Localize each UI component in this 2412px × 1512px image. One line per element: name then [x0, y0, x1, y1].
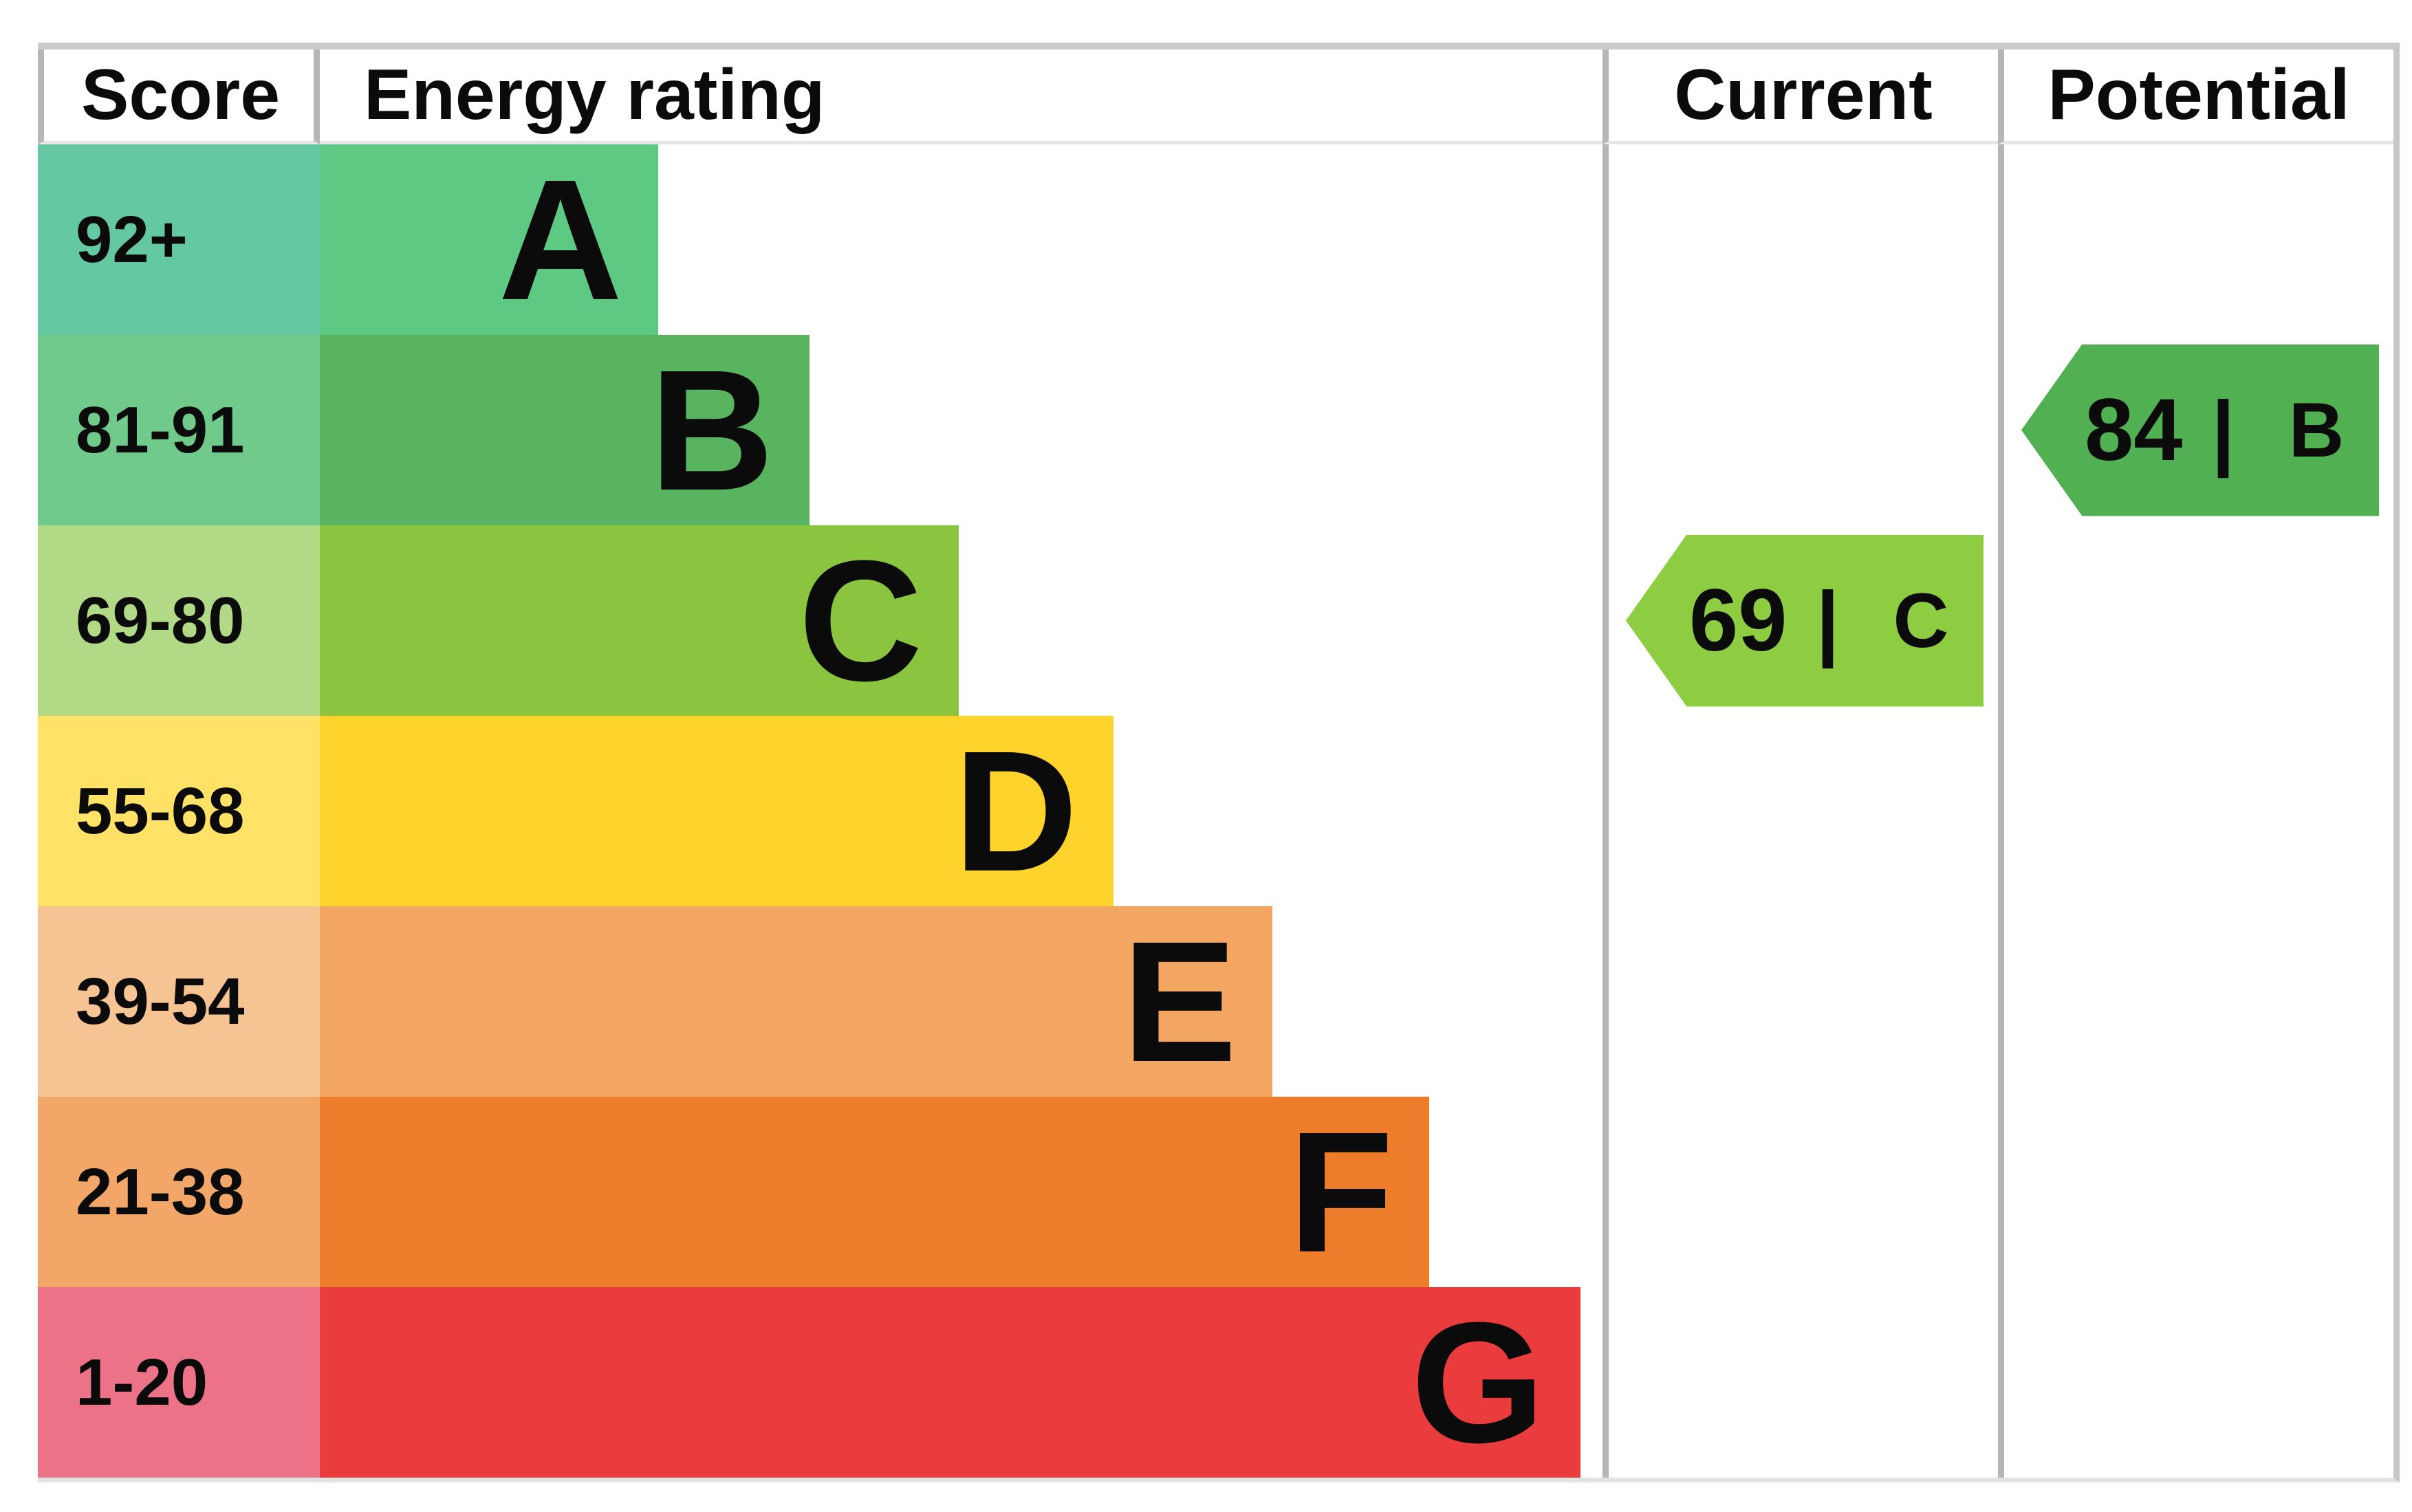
band-cell-c: C [320, 525, 1602, 716]
band-letter: A [498, 143, 623, 336]
current-band-letter: C [1893, 577, 1949, 664]
potential-cell-c [1998, 525, 2393, 716]
band-bar-g: G [320, 1286, 1581, 1478]
band-bar-c: C [320, 525, 959, 716]
band-cell-b: B [320, 335, 1602, 525]
current-cell-f [1602, 1097, 1998, 1287]
score-range-label: 1-20 [76, 1345, 208, 1419]
header-energy-rating: Energy rating [320, 50, 1602, 144]
score-range-label: 81-91 [76, 393, 245, 467]
potential-cell-a [1998, 144, 2393, 335]
header-energy-rating-label: Energy rating [364, 55, 825, 135]
header-current-label: Current [1674, 55, 1933, 135]
score-range-label: 39-54 [76, 964, 245, 1038]
band-cell-e: E [320, 906, 1602, 1097]
header-score-label: Score [81, 55, 281, 135]
potential-score-value: 84 [2085, 380, 2183, 479]
potential-cell-g [1998, 1287, 2393, 1478]
band-letter: C [798, 524, 923, 716]
potential-cell-d [1998, 716, 2393, 906]
epc-table: Score Energy rating Current Potential 92… [38, 43, 2400, 1482]
score-cell-g: 1-20 [38, 1287, 320, 1478]
score-range-label: 55-68 [76, 774, 245, 848]
band-letter: G [1411, 1286, 1545, 1478]
potential-band-letter: B [2288, 386, 2345, 473]
score-cell-a: 92+ [38, 144, 320, 335]
score-cell-b: 81-91 [38, 335, 320, 525]
band-cell-f: F [320, 1097, 1602, 1287]
score-range-label: 92+ [76, 202, 188, 276]
arrow-separator: | [2211, 383, 2235, 477]
band-bar-a: A [320, 143, 659, 336]
band-cell-a: A [320, 144, 1602, 335]
epc-rating-chart: Score Energy rating Current Potential 92… [38, 43, 2400, 1482]
band-letter: E [1122, 905, 1237, 1097]
current-rating-arrow: 69 | C [1626, 534, 1984, 707]
score-range-label: 69-80 [76, 583, 245, 657]
current-score-value: 69 [1689, 571, 1788, 670]
band-letter: F [1288, 1095, 1393, 1288]
band-letter: D [953, 714, 1078, 907]
score-cell-c: 69-80 [38, 525, 320, 716]
score-cell-d: 55-68 [38, 716, 320, 906]
potential-cell-e [1998, 906, 2393, 1097]
current-cell-a [1602, 144, 1998, 335]
score-cell-e: 39-54 [38, 906, 320, 1097]
score-range-label: 21-38 [76, 1154, 245, 1229]
band-cell-d: D [320, 716, 1602, 906]
header-potential: Potential [1998, 50, 2393, 144]
score-cell-f: 21-38 [38, 1097, 320, 1287]
header-score: Score [38, 50, 320, 144]
current-cell-c: 69 | C [1602, 525, 1998, 716]
potential-cell-f [1998, 1097, 2393, 1287]
band-bar-d: D [320, 714, 1114, 907]
current-cell-b [1602, 335, 1998, 525]
current-cell-e [1602, 906, 1998, 1097]
band-bar-f: F [320, 1097, 1429, 1287]
current-cell-d [1602, 716, 1998, 906]
potential-rating-arrow: 84 | B [2021, 344, 2379, 516]
band-bar-b: B [320, 335, 810, 525]
header-current: Current [1602, 50, 1998, 144]
band-bar-e: E [320, 905, 1273, 1097]
band-cell-g: G [320, 1287, 1602, 1478]
arrow-separator: | [1816, 573, 1840, 668]
band-letter: B [649, 333, 774, 526]
current-cell-g [1602, 1287, 1998, 1478]
header-potential-label: Potential [2047, 55, 2350, 135]
potential-cell-b: 84 | B [1998, 335, 2393, 525]
